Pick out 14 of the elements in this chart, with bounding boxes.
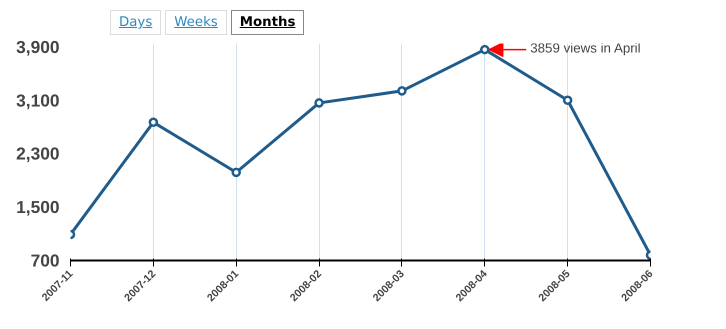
y-tick-label: 1,500 bbox=[16, 197, 60, 218]
y-tick-label: 2,300 bbox=[16, 144, 60, 164]
point bbox=[562, 96, 572, 105]
point bbox=[397, 86, 407, 96]
point bbox=[480, 44, 490, 54]
point bbox=[148, 118, 158, 128]
point bbox=[231, 168, 241, 178]
text: Months bbox=[230, 10, 304, 36]
text: Weeks bbox=[165, 10, 227, 36]
point bbox=[314, 98, 324, 108]
y-tick-label: 3,100 bbox=[16, 90, 60, 110]
y-tick-label: 3,900 bbox=[16, 36, 60, 57]
text: Days bbox=[110, 10, 162, 36]
y-tick-label: 700 bbox=[30, 250, 60, 270]
